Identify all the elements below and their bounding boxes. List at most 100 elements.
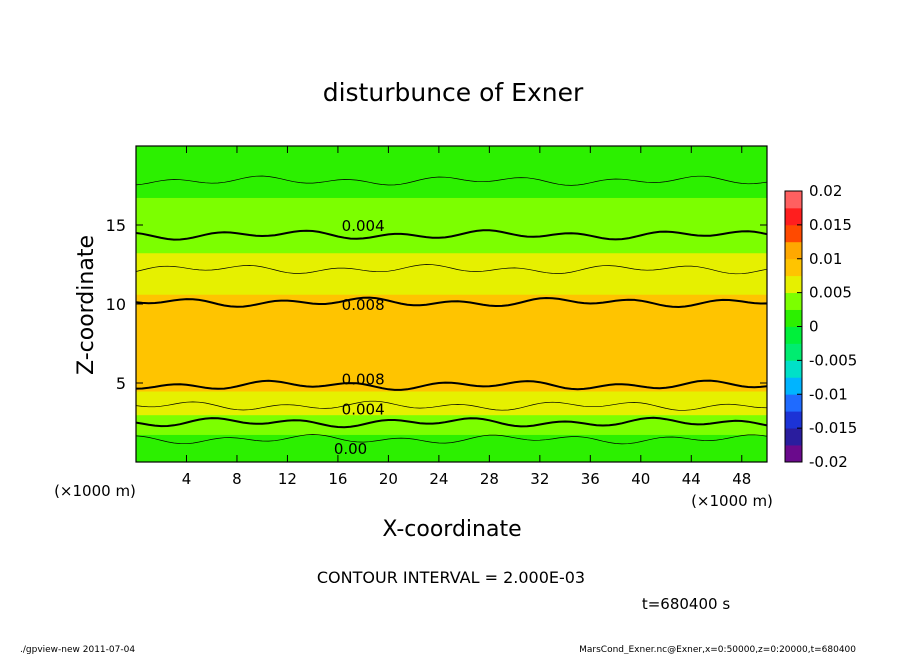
field-band [136,390,767,394]
colorbar-tick-label: -0.02 [809,453,848,471]
field-band [136,315,767,319]
x-unit-label-right: (×1000 m) [691,492,773,510]
field-band [136,173,767,177]
colorbar-swatch [785,275,802,294]
field-band [136,197,767,200]
field-band [136,209,767,212]
field-band [136,359,767,362]
colorbar-swatch [785,343,802,361]
colorbar-swatch [785,241,802,260]
x-tick-label: 36 [581,470,600,488]
colorbar-tick-label: 0 [809,318,819,336]
field-band [136,335,767,339]
colorbar-swatch [785,411,802,429]
contour-label: 0.008 [342,370,385,388]
colorbar-swatch [785,258,802,277]
field-band [136,311,767,315]
footer-left: ./gpview-new 2011-07-04 [20,645,135,654]
field-band [136,296,767,299]
x-tick-label: 12 [278,470,297,488]
field-band [136,262,767,266]
field-band [136,351,767,354]
chart-title: disturbunce of Exner [323,78,584,107]
field-band [136,230,767,234]
x-axis-ticks: 4 8 12 16 20 24 28 32 36 40 44 48 [182,146,751,488]
field-band [136,187,767,191]
field-band [136,313,767,317]
field-band [136,254,767,258]
field-band [136,213,767,216]
field-band [136,373,767,376]
field-band [136,458,767,461]
field-band [136,307,767,311]
field-band [136,147,767,151]
colorbar-swatch [785,207,802,226]
contour-line [136,264,767,275]
field-band [136,400,767,404]
field-band [136,276,767,279]
field-band [136,280,767,283]
footer-right: MarsCond_Exner.nc@Exner,x=0:50000,z=0:20… [579,645,856,654]
contour-lines [136,175,767,445]
field-band [136,375,767,378]
field-band [136,371,767,374]
field-band [136,185,767,189]
field-band [136,288,767,291]
field-band [136,163,767,167]
contour-line [136,229,767,241]
field-band [136,386,767,390]
colorbar-swatch [785,445,802,463]
field-band [136,223,767,226]
field-band [136,302,767,305]
field-band [136,225,767,228]
field-band [136,207,767,210]
field-band [136,408,767,412]
field-band [136,238,767,242]
field-band [136,369,767,372]
colorbar-tick-label: -0.005 [809,351,857,369]
field-band [136,436,767,439]
field-band [136,323,767,327]
field-band [136,179,767,183]
field-band [136,211,767,214]
field-band [136,195,767,198]
field-band [136,379,767,382]
field-band [136,426,767,430]
y-tick-label: 10 [106,295,126,314]
field-band [136,444,767,447]
x-tick-label: 40 [631,470,650,488]
field-band [136,448,767,451]
x-unit-label-left: (×1000 m) [54,482,136,500]
x-tick-label: 44 [682,470,701,488]
field-band [136,181,767,185]
field-band [136,244,767,248]
field-band [136,367,767,370]
field-band [136,189,767,193]
field-band [136,298,767,301]
colorbar-swatch [785,191,802,209]
field-band [136,434,767,437]
field-band [136,353,767,356]
x-tick-label: 4 [182,470,192,488]
colorbar-ticks: 0.02 0.015 0.01 0.005 0 -0.005 -0.01 -0.015 -0.0… [797,182,857,471]
colorbar [785,191,802,463]
field-band [136,201,767,204]
field-band [136,151,767,155]
field-band [136,221,767,224]
field-band [136,333,767,337]
field-band [136,319,767,323]
colorbar-tick-label: 0.01 [809,250,842,268]
field-band [136,282,767,285]
x-tick-label: 16 [328,470,347,488]
field-band [136,270,767,273]
field-band [136,388,767,392]
colorbar-swatch [785,292,802,310]
field-band [136,199,767,202]
field-band [136,240,767,244]
field-band [136,193,767,196]
field-band [136,169,767,173]
field-band [136,217,767,220]
colorbar-swatch [785,428,802,446]
field-band [136,248,767,252]
field-band [136,260,767,264]
